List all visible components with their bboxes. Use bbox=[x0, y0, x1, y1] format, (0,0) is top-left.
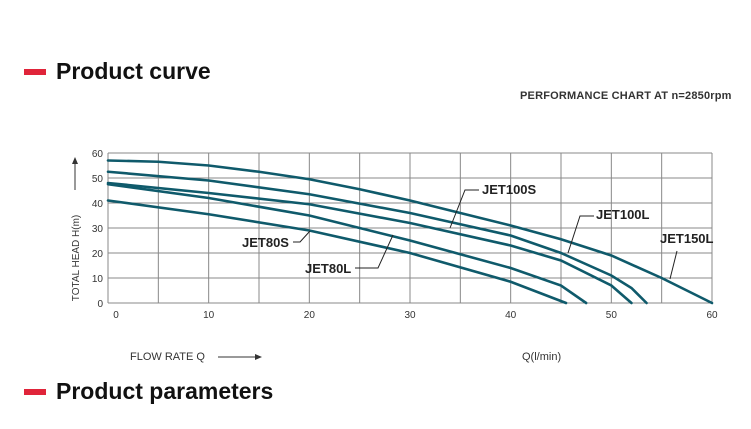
series-leader-line bbox=[355, 234, 394, 269]
heading-text: Product curve bbox=[56, 58, 211, 84]
y-tick-label: 40 bbox=[92, 199, 104, 210]
x-tick-label: 40 bbox=[505, 310, 517, 321]
series-leader-line bbox=[449, 189, 479, 229]
series-leader-line bbox=[669, 250, 678, 280]
heading-text: Product parameters bbox=[56, 378, 274, 404]
y-axis-arrow-head bbox=[72, 157, 78, 164]
accent-bar bbox=[24, 388, 46, 395]
y-axis-label: TOTAL HEAD H(m) bbox=[71, 215, 82, 301]
y-tick-label: 30 bbox=[92, 224, 104, 235]
series-leader-line bbox=[293, 230, 311, 243]
x-tick-label: 20 bbox=[304, 310, 316, 321]
section-heading-params: Product parameters bbox=[24, 378, 273, 405]
section-heading-curve: Product curve bbox=[24, 58, 211, 85]
y-tick-label: 20 bbox=[92, 249, 104, 260]
y-tick-label: 50 bbox=[92, 174, 104, 185]
x-tick-label: 0 bbox=[113, 310, 119, 321]
y-tick-label: 60 bbox=[92, 149, 104, 160]
x-tick-label: 10 bbox=[203, 310, 215, 321]
x-tick-label: 60 bbox=[706, 310, 718, 321]
x-axis-arrow-head bbox=[255, 354, 262, 360]
chart-title: PERFORMANCE CHART AT n=2850rpm bbox=[520, 90, 732, 102]
x-axis-label: FLOW RATE Q bbox=[130, 351, 205, 363]
series-label: JET80S bbox=[242, 235, 289, 250]
series-label: JET150L bbox=[660, 231, 714, 246]
series-line-jet150l bbox=[106, 159, 714, 305]
series-line-jet80s bbox=[106, 199, 568, 305]
series-label: JET100S bbox=[482, 182, 537, 197]
series-label: JET100L bbox=[596, 207, 650, 222]
series-label: JET80L bbox=[305, 261, 351, 276]
series-leader-line bbox=[567, 215, 594, 254]
y-tick-label: 0 bbox=[97, 299, 103, 310]
series-line-jet100l bbox=[106, 170, 648, 305]
x-axis-unit: Q(l/min) bbox=[522, 351, 561, 363]
y-tick-label: 10 bbox=[92, 274, 104, 285]
accent-bar bbox=[24, 68, 46, 75]
series-line-jet80l bbox=[106, 182, 588, 305]
series-line-jet100s bbox=[106, 181, 633, 305]
x-tick-label: 30 bbox=[404, 310, 416, 321]
x-tick-label: 50 bbox=[606, 310, 618, 321]
